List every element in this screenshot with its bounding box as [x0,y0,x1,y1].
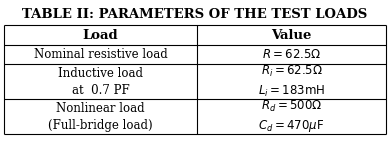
Text: $R_i = 62.5\Omega$
$L_i = 183\mathrm{mH}$: $R_i = 62.5\Omega$ $L_i = 183\mathrm{mH}… [258,64,325,99]
Text: $R = 62.5\Omega$: $R = 62.5\Omega$ [262,48,321,61]
Text: Value: Value [271,29,312,41]
Text: $R_d = 500\Omega$
$C_d = 470\mu\mathrm{F}$: $R_d = 500\Omega$ $C_d = 470\mu\mathrm{F… [259,99,324,134]
Text: Inductive load
at  0.7 PF: Inductive load at 0.7 PF [58,66,143,97]
Text: TABLE II: PARAMETERS OF THE TEST LOADS: TABLE II: PARAMETERS OF THE TEST LOADS [22,7,368,20]
Text: Nominal resistive load: Nominal resistive load [34,48,167,61]
Text: Nonlinear load
(Full-bridge load): Nonlinear load (Full-bridge load) [48,102,153,132]
Text: Load: Load [83,29,118,41]
